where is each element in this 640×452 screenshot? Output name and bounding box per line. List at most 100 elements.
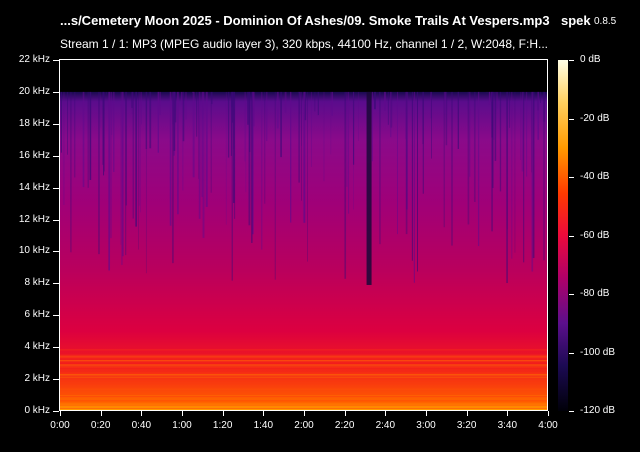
spectral-streak	[469, 91, 471, 177]
spectral-streak	[331, 91, 333, 116]
spectral-streak	[405, 91, 406, 140]
low-band-line	[60, 373, 548, 374]
low-band-line	[60, 367, 548, 369]
low-band-line	[60, 365, 548, 367]
spectral-streak	[67, 91, 68, 155]
spectral-streak	[390, 91, 392, 138]
colorbar-tick-label: 0 dB	[580, 54, 601, 65]
spectral-streak	[284, 91, 287, 113]
spectral-streak	[230, 91, 232, 156]
spectral-streak	[233, 91, 235, 204]
spectral-streak	[491, 91, 493, 138]
spectral-streak	[172, 91, 174, 264]
spectral-streak	[405, 91, 408, 210]
colorbar-tick-label: -100 dB	[580, 346, 616, 358]
low-band-line	[60, 395, 548, 397]
spectral-streak	[371, 91, 373, 162]
time-tick	[548, 411, 549, 416]
frequency-tick	[53, 283, 59, 285]
spectral-streak	[261, 91, 263, 250]
spectral-streak	[526, 91, 528, 177]
frequency-tick	[53, 315, 59, 317]
spectral-streak	[122, 91, 124, 257]
spectral-streak	[384, 91, 386, 111]
spectral-streak	[202, 91, 205, 238]
spectral-streak	[514, 91, 516, 253]
app-name: spek	[561, 13, 591, 28]
time-tick-label: 0:00	[50, 420, 70, 431]
colorbar-tick	[569, 118, 574, 120]
colorbar-tick-label: -40 dB	[580, 171, 610, 182]
spectral-streak	[491, 91, 493, 232]
spectral-streak	[141, 91, 142, 125]
low-band-line	[60, 397, 548, 399]
spectral-streak	[82, 91, 85, 188]
spectral-streak	[311, 91, 312, 168]
spectral-streak	[185, 91, 187, 120]
low-band-line	[60, 374, 548, 376]
spectral-streak	[103, 91, 105, 176]
spectral-streak	[274, 91, 276, 280]
low-band-line	[60, 359, 548, 361]
low-band-line	[60, 356, 548, 358]
spectral-streak	[131, 91, 134, 108]
spectral-streak	[314, 91, 316, 112]
frequency-tick-label: 20 kHz	[18, 85, 50, 97]
spectral-streak	[252, 91, 255, 127]
time-tick-label: 3:40	[497, 420, 518, 431]
time-tick	[466, 411, 468, 416]
low-band-line	[60, 408, 548, 409]
spectral-streak	[490, 91, 493, 102]
spectral-streak	[198, 91, 201, 219]
frequency-tick-label: 12 kHz	[18, 213, 50, 225]
spectral-streak	[506, 91, 508, 230]
spectral-streak	[149, 91, 152, 149]
spectral-streak	[537, 91, 539, 140]
spectral-streak	[120, 91, 122, 245]
spectral-streak	[451, 91, 453, 246]
spectral-streak	[422, 91, 424, 194]
stream-info: Stream 1 / 1: MP3 (MPEG audio layer 3), …	[60, 37, 549, 51]
spectral-streak	[196, 91, 198, 137]
spectral-streak	[266, 91, 268, 142]
colorbar-tick-label: -60 dB	[580, 229, 610, 241]
spectral-streak	[231, 91, 233, 281]
spectral-streak	[100, 91, 102, 128]
low-band-line	[60, 358, 548, 360]
spectral-streak	[276, 91, 279, 129]
spectral-streak	[323, 91, 325, 182]
spectral-streak	[496, 91, 498, 109]
spectral-streak	[132, 91, 134, 219]
spectrogram-image	[60, 91, 548, 411]
time-tick	[507, 411, 509, 416]
spectral-streak	[417, 91, 418, 272]
spectral-streak	[63, 91, 65, 205]
spectral-streak	[157, 91, 159, 153]
colorbar-tick	[569, 235, 574, 237]
spectral-streak	[379, 91, 381, 245]
spectral-streak	[159, 91, 161, 116]
spectral-streak	[138, 91, 140, 206]
colorbar-tick-label: -80 dB	[580, 288, 610, 299]
file-title: ...s/Cemetery Moon 2025 - Dominion Of As…	[60, 13, 550, 28]
spectral-streak	[348, 91, 350, 214]
low-band-line	[60, 360, 548, 362]
time-tick	[141, 411, 143, 416]
low-band-line	[60, 372, 548, 374]
spectral-streak	[509, 91, 511, 128]
low-band-line	[60, 388, 548, 390]
frequency-tick	[53, 155, 59, 157]
spectral-streak	[121, 91, 123, 265]
low-band-line	[60, 361, 548, 363]
time-tick	[263, 411, 265, 416]
time-tick	[182, 411, 183, 416]
frequency-tick-label: 8 kHz	[24, 277, 50, 289]
spectral-streak	[280, 91, 282, 158]
spectral-streak	[182, 91, 185, 142]
spectral-streak	[145, 91, 147, 274]
time-tick-label: 1:00	[172, 420, 192, 431]
spectral-streak	[110, 91, 112, 239]
spectral-streak	[531, 91, 532, 173]
spectrogram-plot[interactable]	[60, 60, 548, 411]
app-version: 0.8.5	[594, 16, 617, 27]
